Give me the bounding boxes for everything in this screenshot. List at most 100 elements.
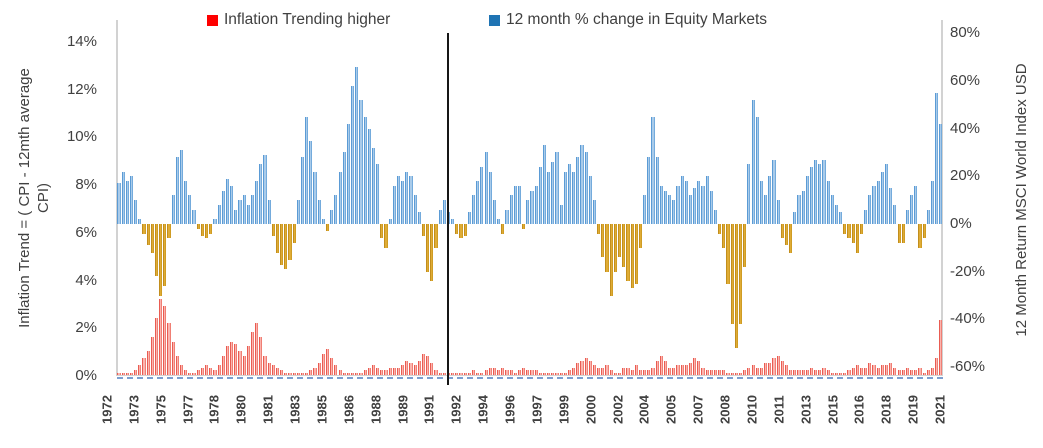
inflation-bar	[396, 367, 401, 375]
left-axis-tick: 2%	[75, 319, 97, 337]
inflation-bar	[451, 372, 455, 375]
x-axis-year-label: 2015	[825, 395, 841, 424]
equity-bar	[876, 181, 880, 224]
x-axis-year-label: 1972	[99, 395, 115, 424]
inflation-bar	[225, 346, 230, 375]
equity-bar	[567, 164, 572, 224]
inflation-bar	[622, 367, 626, 375]
inflation-bar	[718, 370, 722, 375]
inflation-bar	[684, 365, 688, 375]
equity-bar	[780, 224, 784, 239]
equity-bar	[296, 200, 300, 224]
x-axis-year-label: 2004	[636, 395, 652, 424]
equity-bar	[626, 224, 630, 282]
inflation-bar	[388, 367, 392, 375]
equity-bar	[459, 224, 463, 239]
equity-bar	[367, 128, 371, 224]
right-axis-tick: 40%	[950, 119, 981, 137]
inflation-bar	[613, 372, 617, 375]
equity-bar	[134, 200, 138, 224]
inflation-bar	[780, 360, 784, 375]
inflation-bar	[659, 355, 663, 375]
equity-bar	[718, 224, 722, 234]
equity-bar	[730, 224, 734, 325]
inflation-bar	[693, 358, 697, 375]
equity-bar	[651, 116, 655, 224]
inflation-zero-dashed-line	[117, 377, 943, 379]
equity-bar	[751, 99, 755, 224]
inflation-bar	[738, 372, 743, 375]
equity-bar	[225, 178, 230, 224]
x-axis-year-label: 1977	[180, 395, 196, 424]
equity-bar	[271, 224, 275, 236]
equity-bar	[918, 224, 922, 248]
equity-bar	[121, 171, 125, 224]
equity-bar	[263, 154, 267, 224]
equity-bar	[818, 164, 822, 224]
equity-bar	[230, 185, 234, 224]
equity-bar	[221, 190, 225, 224]
inflation-bar	[713, 370, 718, 375]
equity-bar	[872, 185, 876, 224]
x-axis-year-label: 2000	[583, 395, 599, 424]
inflation-bar	[196, 370, 200, 375]
inflation-bar	[651, 367, 655, 375]
inflation-legend-swatch-icon	[207, 14, 218, 26]
equity-bar	[709, 190, 713, 224]
equity-bar	[713, 209, 718, 224]
left-axis-tick: 0%	[75, 367, 97, 384]
inflation-bar	[567, 370, 572, 375]
inflation-bar	[630, 370, 634, 375]
equity-bar	[759, 181, 763, 224]
inflation-bar	[430, 363, 434, 375]
equity-bar	[522, 224, 526, 229]
inflation-bar	[618, 372, 622, 375]
inflation-bar	[209, 367, 213, 375]
inflation-bar	[851, 367, 855, 375]
x-axis-year-label: 2011	[771, 395, 787, 424]
equity-bar	[705, 176, 709, 224]
x-axis-year-label: 1999	[556, 395, 572, 424]
inflation-bar	[171, 341, 175, 375]
inflation-bar	[125, 372, 129, 375]
equity-bar	[421, 224, 426, 236]
inflation-bar	[255, 322, 259, 375]
inflation-bar	[205, 365, 209, 375]
inflation-bar	[818, 370, 822, 375]
inflation-bar	[759, 367, 763, 375]
right-axis-tick: 0%	[950, 215, 972, 232]
inflation-bar	[534, 370, 538, 375]
inflation-bar	[772, 358, 776, 375]
inflation-bar	[238, 351, 242, 375]
equity-bar	[738, 224, 743, 325]
equity-bar	[530, 190, 534, 224]
x-axis-year-label: 1985	[314, 395, 330, 424]
inflation-bar	[250, 332, 255, 375]
equity-bar	[897, 224, 901, 244]
equity-bar	[179, 150, 184, 224]
inflation-bar	[584, 358, 588, 375]
equity-bar	[910, 195, 914, 224]
inflation-bar	[384, 370, 388, 375]
inflation-bar	[764, 363, 768, 375]
equity-bar	[501, 224, 505, 234]
equity-bar	[655, 157, 659, 224]
inflation-bar	[154, 317, 159, 375]
inflation-bar	[701, 367, 705, 375]
inflation-bar	[672, 367, 676, 375]
equity-bar	[380, 224, 384, 239]
equity-bar	[859, 224, 864, 234]
x-axis-year-label: 2019	[905, 395, 921, 424]
inflation-bar	[359, 372, 363, 375]
inflation-bar	[413, 365, 417, 375]
equity-bar	[638, 224, 643, 248]
equity-bar	[605, 224, 609, 272]
right-axis-tick: 60%	[950, 71, 981, 89]
x-axis-year-label: 2016	[851, 395, 867, 424]
equity-bar	[275, 224, 280, 253]
inflation-bar	[709, 370, 713, 375]
x-axis-year-label: 2002	[610, 395, 626, 424]
inflation-bar	[484, 370, 488, 375]
equity-bar	[209, 224, 213, 234]
